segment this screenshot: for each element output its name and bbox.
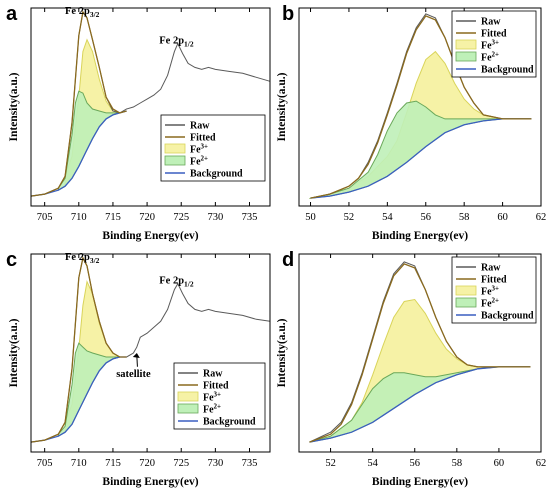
legend-label-background-c: Background: [203, 417, 256, 428]
background-line-c: [30, 356, 127, 443]
x-tick-label-a: 710: [71, 212, 87, 223]
panel-a: 705 710 715 720 725 730 735 Binding Energy(ev) I…: [6, 3, 271, 242]
x-tick-label-b: 54: [382, 212, 393, 223]
annotation-a-0: Fe 2p3/2: [65, 6, 100, 19]
x-axis-title-d: Binding Energy(ev): [372, 476, 468, 488]
plot-frame-d: [298, 253, 542, 453]
panel-letter-b: b: [282, 3, 294, 25]
x-tick-label-c: 725: [173, 458, 189, 469]
panel-d: 52 54 56 58 60 62 Binding Energy(ev) Intensity(…: [276, 249, 546, 488]
x-tick-label-b: 62: [536, 212, 547, 223]
legend-swatch-fe3-a: [164, 143, 186, 154]
fitted-line-b: [310, 15, 532, 199]
x-tick-label-a: 725: [173, 212, 189, 223]
legend-label-raw-a: Raw: [190, 121, 210, 132]
x-tick-label-a: 715: [105, 212, 121, 223]
panel-letter-d: d: [282, 249, 294, 271]
x-tick-label-a: 720: [139, 212, 155, 223]
fitted-line-d: [309, 263, 531, 443]
plot-frame-a: [30, 7, 271, 207]
panel-c: 705 710 715 720 725 730 735 Binding Energy(ev) I…: [6, 249, 271, 488]
x-axis-title-a: Binding Energy(ev): [102, 230, 198, 242]
fitted-line-a: [30, 10, 127, 197]
x-tick-label-d: 56: [409, 458, 420, 469]
x-tick-label-c: 715: [105, 458, 121, 469]
legend-label-background-d: Background: [481, 311, 534, 322]
satellite-arrow-line: [136, 355, 138, 367]
x-tick-label-a: 730: [207, 212, 223, 223]
x-tick-label-c: 730: [207, 458, 223, 469]
legend-label-raw-c: Raw: [203, 369, 223, 380]
legend-swatch-fe2-d: [455, 297, 477, 308]
background-line-a: [30, 110, 127, 197]
fitted-line-c: [30, 256, 127, 443]
x-tick-label-b: 56: [421, 212, 432, 223]
y-axis-title-d: Intensity(a.u.): [276, 318, 288, 387]
x-tick-label-d: 54: [367, 458, 378, 469]
legend-swatch-fe3-b: [455, 39, 477, 50]
x-tick-label-b: 60: [497, 212, 508, 223]
x-tick-label-c: 735: [242, 458, 258, 469]
panel-letter-c: c: [6, 249, 17, 271]
x-tick-label-a: 735: [242, 212, 258, 223]
x-axis-title-c: Binding Energy(ev): [102, 476, 198, 488]
legend-label-raw-b: Raw: [481, 17, 501, 28]
x-tick-label-d: 62: [536, 458, 547, 469]
y-axis-title-a: Intensity(a.u.): [8, 72, 20, 141]
x-tick-label-d: 60: [494, 458, 505, 469]
annotation-a-1: Fe 2p1/2: [159, 36, 194, 49]
legend-label-background-a: Background: [190, 169, 243, 180]
y-axis-title-b: Intensity(a.u.): [276, 72, 288, 141]
x-tick-label-b: 58: [459, 212, 470, 223]
annotation-c-0: Fe 2p3/2: [65, 252, 100, 265]
legend-swatch-fe2-b: [455, 51, 477, 62]
plot-frame-c: [30, 253, 271, 453]
x-axis-title-b: Binding Energy(ev): [372, 230, 468, 242]
annotation-c-2: satellite: [116, 369, 151, 380]
plot-frame-b: [298, 7, 542, 207]
x-tick-label-d: 58: [452, 458, 463, 469]
fe2-area-d: [309, 366, 531, 443]
legend-label-fitted-a: Fitted: [190, 133, 216, 144]
legend-swatch-fe3-c: [177, 391, 199, 402]
x-tick-label-c: 705: [37, 458, 53, 469]
fe2-area-b: [308, 100, 532, 199]
legend-label-fitted-b: Fitted: [481, 29, 507, 40]
y-axis-title-c: Intensity(a.u.): [8, 318, 20, 387]
panel-b: 50 52 54 56 58 60 62 Binding Energy(ev) Intensit…: [276, 3, 546, 242]
satellite-arrow-head: [132, 353, 140, 358]
legend-label-fitted-c: Fitted: [203, 381, 229, 392]
annotation-c-1: Fe 2p1/2: [159, 276, 194, 289]
panel-letter-a: a: [6, 3, 18, 25]
x-tick-label-c: 710: [71, 458, 87, 469]
x-tick-label-a: 705: [37, 212, 53, 223]
legend-label-fitted-d: Fitted: [481, 275, 507, 286]
x-tick-label-b: 50: [305, 212, 316, 223]
x-tick-label-c: 720: [139, 458, 155, 469]
legend-swatch-fe2-c: [177, 403, 199, 414]
x-tick-label-d: 52: [325, 458, 336, 469]
legend-label-raw-d: Raw: [481, 263, 501, 274]
legend-swatch-fe3-d: [455, 285, 477, 296]
legend-label-background-b: Background: [481, 65, 534, 76]
legend-swatch-fe2-a: [164, 155, 186, 166]
x-tick-label-b: 52: [344, 212, 355, 223]
